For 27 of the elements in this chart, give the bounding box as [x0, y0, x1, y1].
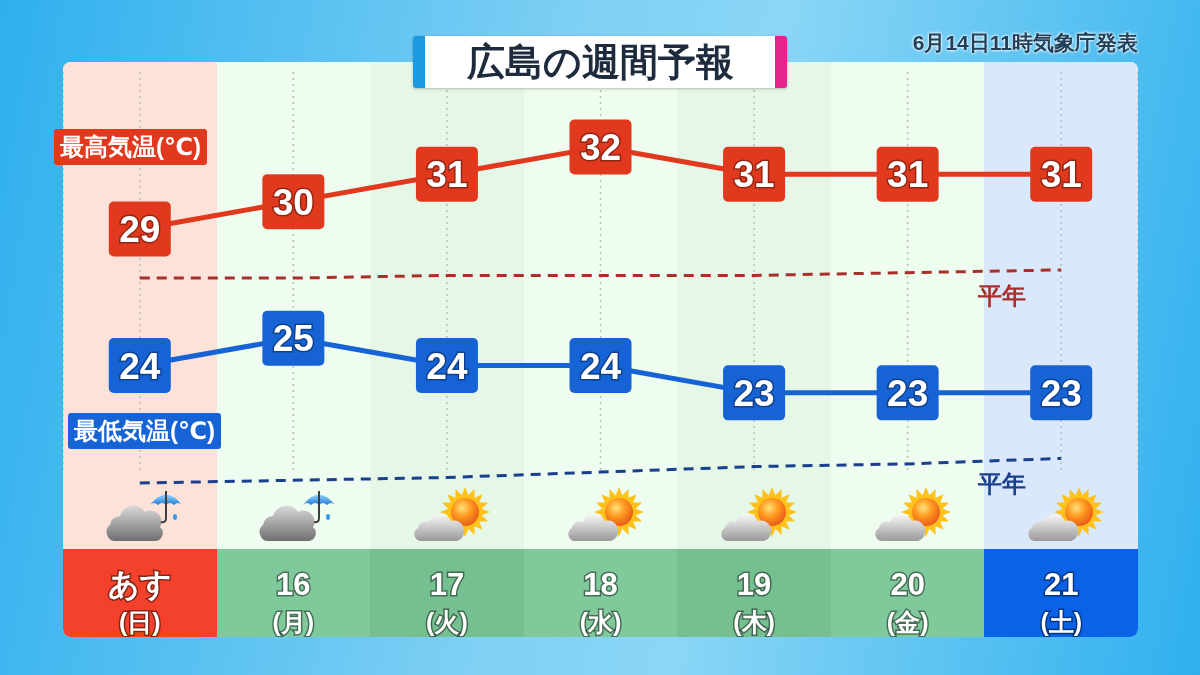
x-tick-label: あす (日) — [107, 567, 172, 636]
data-label: 30 — [272, 181, 314, 223]
data-label: 29 — [119, 208, 161, 250]
x-tick-label: 18 (水) — [579, 567, 622, 636]
data-label: 31 — [733, 154, 775, 196]
data-label: 25 — [272, 318, 314, 360]
x-tick-label: 19 (木) — [733, 567, 775, 636]
x-tick-label: 21 (土) — [1040, 567, 1083, 636]
data-label: 32 — [579, 127, 622, 168]
text: 最高気温(℃) — [54, 128, 208, 165]
data-label: 24 — [119, 345, 161, 387]
data-label: 31 — [426, 154, 468, 196]
data-label: 31 — [1040, 154, 1082, 196]
x-tick-label: 17 (火) — [426, 567, 468, 636]
data-label: 23 — [887, 372, 929, 414]
x-tick-label: 16 (月) — [272, 567, 315, 636]
series-label: 平年 — [977, 280, 1028, 311]
chart-title: 広島の週間予報 — [466, 39, 734, 85]
legend-label: 最低気温(℃) — [68, 412, 222, 449]
data-label: 23 — [1040, 372, 1082, 414]
text: 6月14日11時気象庁発表 — [912, 30, 1138, 56]
data-label: 24 — [426, 345, 468, 387]
series-label: 平年 — [977, 469, 1028, 500]
data-label: 31 — [887, 154, 929, 196]
data-label: 23 — [733, 372, 775, 414]
x-tick-label: 20 (金) — [886, 567, 929, 636]
data-label: 24 — [579, 345, 622, 387]
